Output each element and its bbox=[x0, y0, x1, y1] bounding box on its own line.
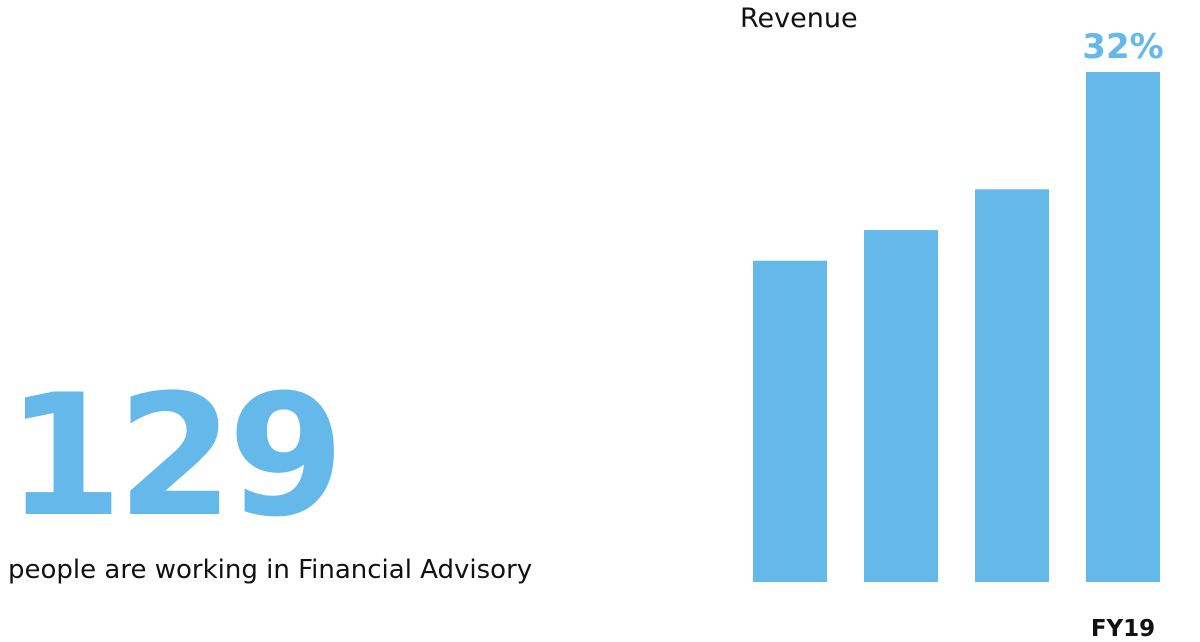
bars-layer: 32% FY19 bbox=[753, 27, 1164, 642]
bar-2 bbox=[864, 230, 938, 582]
chart-title: Revenue bbox=[740, 3, 858, 34]
bar-3 bbox=[975, 189, 1049, 583]
bar-1 bbox=[753, 260, 827, 582]
category-label-4: FY19 bbox=[1091, 616, 1155, 642]
bar-4 bbox=[1086, 72, 1160, 582]
bar-value-label-4: 32% bbox=[1082, 27, 1163, 67]
headcount-number: 129 bbox=[6, 358, 345, 554]
headcount-caption: people are working in Financial Advisory bbox=[8, 555, 533, 585]
